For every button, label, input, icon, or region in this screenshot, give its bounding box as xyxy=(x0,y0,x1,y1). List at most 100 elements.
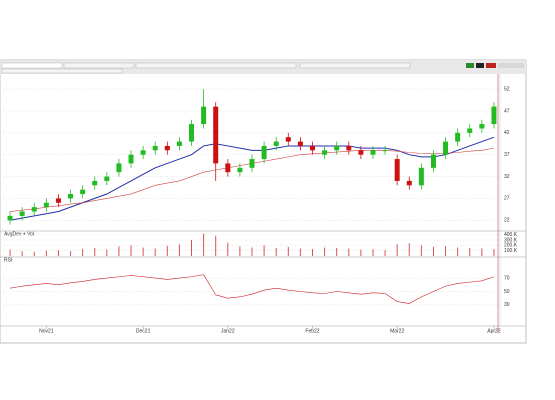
volume-bar xyxy=(469,248,471,256)
volume-bar xyxy=(396,244,398,256)
volume-bar xyxy=(215,235,217,256)
volume-bar xyxy=(57,250,59,256)
y-tick-label: 27 xyxy=(504,196,510,202)
candle-body xyxy=(479,124,485,129)
candle-body xyxy=(334,145,340,151)
candle-body xyxy=(285,137,291,142)
candle-body xyxy=(43,202,49,208)
x-tick-label: Apr22 xyxy=(487,328,501,334)
candle-body xyxy=(116,163,122,173)
volume-bar xyxy=(420,245,422,256)
volume-bar xyxy=(82,249,84,256)
toolbar-group[interactable] xyxy=(299,62,411,69)
symbol-box[interactable] xyxy=(1,62,63,69)
y-tick-label: 22 xyxy=(504,218,510,224)
volume-bar xyxy=(372,249,374,256)
volume-tick-label: 400.K xyxy=(504,232,518,238)
volume-bar xyxy=(287,246,289,256)
candle-body xyxy=(31,207,37,212)
candle-body xyxy=(309,145,315,151)
candle-body xyxy=(164,145,170,151)
volume-bar xyxy=(445,246,447,256)
volume-bar xyxy=(239,246,241,256)
candle-body xyxy=(213,106,219,164)
button[interactable] xyxy=(466,63,474,68)
volume-bar xyxy=(336,248,338,256)
x-tick-label: Dec21 xyxy=(136,328,151,334)
candle-body xyxy=(104,176,110,181)
candle-body xyxy=(237,167,243,173)
x-tick-label: Mar22 xyxy=(390,328,404,334)
candle-body xyxy=(7,215,13,221)
candle-body xyxy=(455,132,461,142)
volume-bar xyxy=(311,249,313,256)
volume-bar xyxy=(324,247,326,256)
volume-bar xyxy=(384,250,386,256)
y-tick-label: 52 xyxy=(504,86,510,92)
candle-body xyxy=(55,198,61,203)
volume-bar xyxy=(166,245,168,256)
volume-bar xyxy=(70,251,72,256)
volume-bar xyxy=(178,244,180,256)
volume-bar xyxy=(360,249,362,256)
candle-body xyxy=(370,150,376,155)
candle-body xyxy=(406,180,412,186)
volume-bar xyxy=(118,246,120,256)
y-tick-label: 32 xyxy=(504,174,510,180)
y-tick-label: 42 xyxy=(504,130,510,136)
candle-body xyxy=(346,145,352,151)
volume-bar xyxy=(493,249,495,256)
x-tick-label: Nov21 xyxy=(39,328,54,334)
rsi-tick-label: 50 xyxy=(504,289,510,295)
candle-body xyxy=(80,189,86,195)
chart-frame xyxy=(0,59,527,344)
y-tick-label: 47 xyxy=(504,108,510,114)
volume-bar xyxy=(106,249,108,256)
candle-body xyxy=(358,150,364,155)
candle-body xyxy=(418,167,424,186)
volume-bar xyxy=(227,242,229,256)
rsi-tick-label: 70 xyxy=(504,275,510,281)
moving-average xyxy=(9,136,495,221)
rsi-line xyxy=(9,274,495,304)
button[interactable] xyxy=(498,63,524,68)
candle-body xyxy=(201,106,207,125)
toolbar-group[interactable] xyxy=(1,68,123,74)
toolbar-group[interactable] xyxy=(135,62,297,69)
candle-body xyxy=(189,124,195,142)
candle-body xyxy=(322,150,328,155)
toolbar-group[interactable] xyxy=(63,62,135,69)
volume-tick-label: 200.K xyxy=(504,243,518,249)
volume-bar xyxy=(408,243,410,256)
volume-bar xyxy=(154,248,156,256)
button[interactable] xyxy=(476,63,484,68)
candle-body xyxy=(128,154,134,164)
candle-body xyxy=(297,141,303,146)
volume-bar xyxy=(275,248,277,256)
volume-bar xyxy=(45,250,47,256)
x-tick-label: Jan22 xyxy=(221,328,235,334)
candle-body xyxy=(152,145,158,151)
volume-bar xyxy=(130,245,132,256)
candle-body xyxy=(430,154,436,168)
volume-bar xyxy=(142,247,144,256)
candle-body xyxy=(491,106,497,125)
volume-panel-label: AvgDev + Vol xyxy=(4,231,34,237)
volume-bar xyxy=(94,248,96,256)
volume-bar xyxy=(299,248,301,256)
y-tick-label: 37 xyxy=(504,152,510,158)
volume-tick-label: 300.K xyxy=(504,237,518,243)
candle-body xyxy=(19,211,25,216)
candle-body xyxy=(394,159,400,181)
volume-bar xyxy=(33,251,35,256)
candle-body xyxy=(68,194,74,199)
volume-bar xyxy=(203,233,205,256)
candle-body xyxy=(261,145,267,160)
volume-bar xyxy=(457,247,459,256)
candle-body xyxy=(249,159,255,168)
volume-bar xyxy=(348,248,350,256)
button[interactable] xyxy=(486,63,496,68)
volume-bar xyxy=(481,248,483,256)
